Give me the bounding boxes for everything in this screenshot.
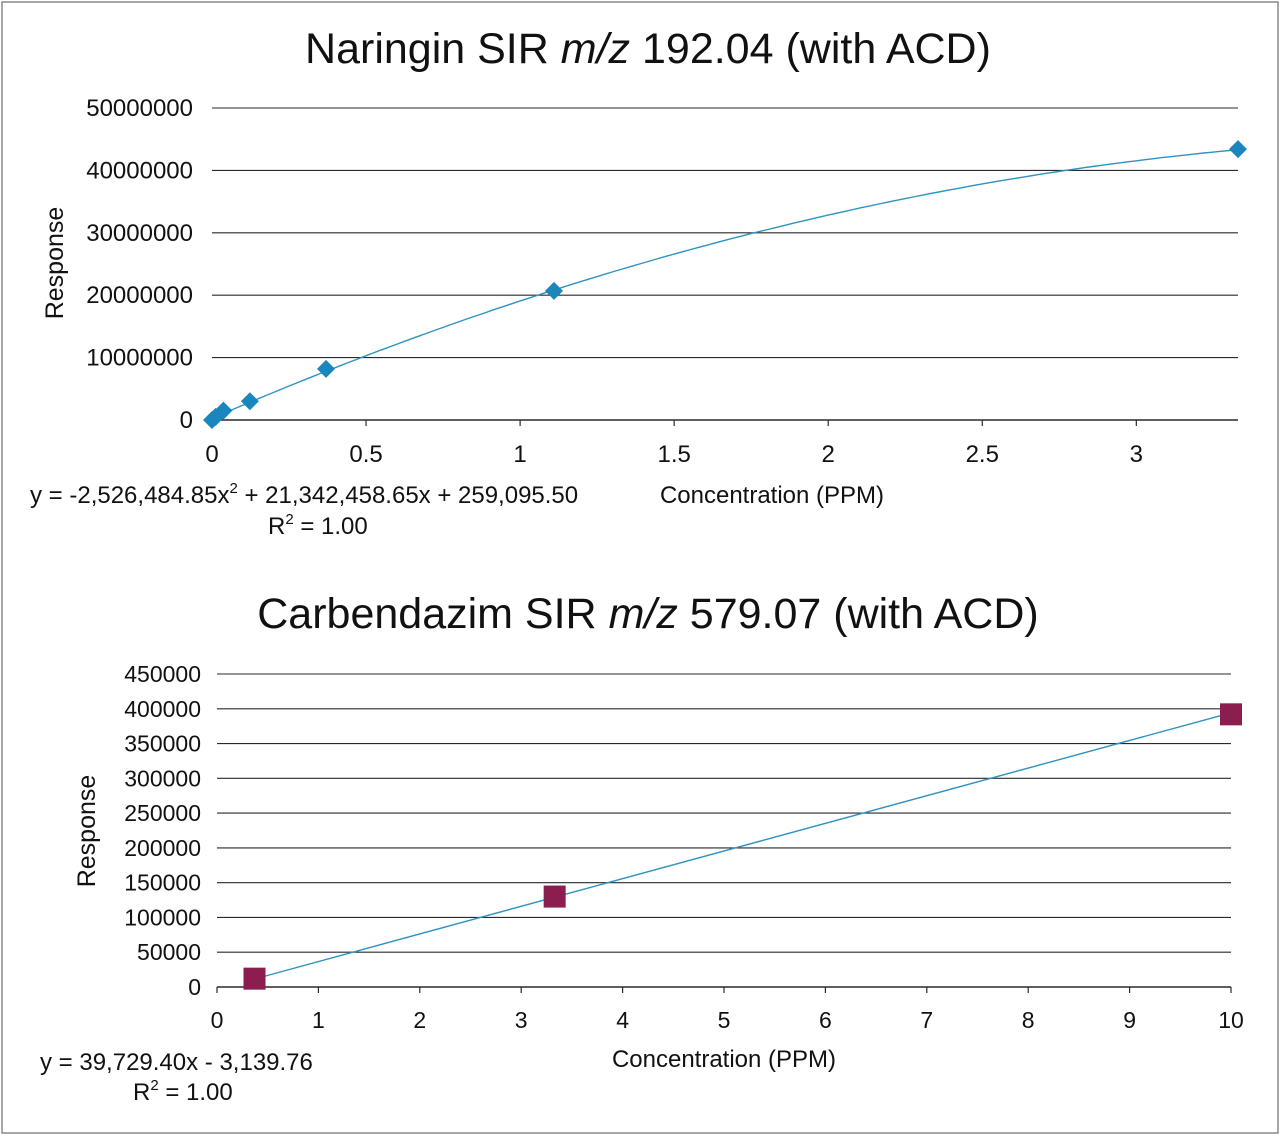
y-tick-label: 10000000 <box>86 345 193 372</box>
data-point <box>240 392 259 411</box>
y-tick-label: 40000000 <box>86 157 193 184</box>
trendline-equation: y = -2,526,484.85x2 + 21,342,458.65x + 2… <box>30 480 578 509</box>
data-markers <box>203 140 1247 429</box>
r-squared: R2 = 1.00 <box>268 511 368 540</box>
x-tick-label: 1 <box>513 441 526 468</box>
data-point <box>243 967 266 990</box>
y-tick-label: 150000 <box>124 870 201 896</box>
y-tick-label: 250000 <box>124 800 201 826</box>
x-tick-label: 9 <box>1123 1007 1136 1033</box>
y-tick-label: 0 <box>188 974 201 1000</box>
x-tick-label: 1 <box>312 1007 325 1033</box>
x-tick-label: 8 <box>1022 1007 1035 1033</box>
trendline <box>254 712 1232 980</box>
x-tick-label: 3 <box>515 1007 528 1033</box>
x-tick-label: 1.5 <box>657 441 690 468</box>
x-tick-label: 2 <box>822 441 835 468</box>
data-point <box>317 359 335 378</box>
x-tick-label: 6 <box>819 1007 832 1033</box>
y-tick-label: 50000 <box>137 939 201 965</box>
x-tick-label: 2 <box>413 1007 426 1033</box>
x-tick-label: 0 <box>211 1007 224 1033</box>
y-tick-labels: 0 10000000 20000000 30000000 40000000 5000000… <box>86 95 193 434</box>
y-tick-label: 0 <box>180 407 193 434</box>
y-tick-label: 350000 <box>124 731 201 757</box>
x-tick-label: 2.5 <box>966 441 999 468</box>
y-axis-label: Response <box>41 207 69 320</box>
x-tick-label: 5 <box>718 1007 731 1033</box>
x-tick-label: 4 <box>616 1007 629 1033</box>
chart-title: Carbendazim SIR m/z 579.07 (with ACD) <box>257 590 1038 638</box>
carbendazim-chart: Carbendazim SIR m/z 579.07 (with ACD) 0 5… <box>40 590 1244 1106</box>
y-tick-labels: 0 50000 100000 150000 200000 250000 300000 3500… <box>124 661 201 1000</box>
trendline <box>211 149 1239 420</box>
x-tick-labels: 0 0.5 1 1.5 2 2.5 3 <box>205 420 1143 468</box>
y-axis-label: Response <box>73 775 101 888</box>
data-markers <box>243 703 1242 990</box>
trendline-equation: y = 39,729.40x - 3,139.76 <box>40 1049 313 1076</box>
y-tick-label: 300000 <box>124 765 201 791</box>
data-point <box>1220 703 1242 726</box>
x-tick-label: 3 <box>1130 441 1143 468</box>
y-tick-label: 200000 <box>124 835 201 861</box>
y-tick-label: 30000000 <box>86 220 193 247</box>
x-axis-label: Concentration (PPM) <box>612 1046 836 1073</box>
x-tick-label: 7 <box>920 1007 933 1033</box>
r-squared: R2 = 1.00 <box>133 1077 233 1106</box>
chart-title: Naringin SIR m/z 192.04 (with ACD) <box>305 25 991 73</box>
y-tick-label: 50000000 <box>86 95 193 122</box>
x-tick-label: 10 <box>1218 1007 1244 1033</box>
y-tick-label: 20000000 <box>86 282 193 309</box>
x-tick-label: 0 <box>205 441 218 468</box>
data-point <box>214 401 233 420</box>
x-axis-label: Concentration (PPM) <box>660 482 884 509</box>
y-tick-label: 400000 <box>124 696 201 722</box>
x-tick-labels: 0 1 2 3 4 5 6 7 8 9 10 <box>211 987 1244 1033</box>
data-point <box>543 885 566 908</box>
y-tick-label: 450000 <box>124 661 201 687</box>
data-point <box>1229 140 1247 159</box>
naringin-chart: Naringin SIR m/z 192.04 (with ACD) 0 1000… <box>30 25 1247 540</box>
y-tick-label: 100000 <box>124 904 201 930</box>
data-point <box>545 281 563 300</box>
x-tick-label: 0.5 <box>349 441 382 468</box>
